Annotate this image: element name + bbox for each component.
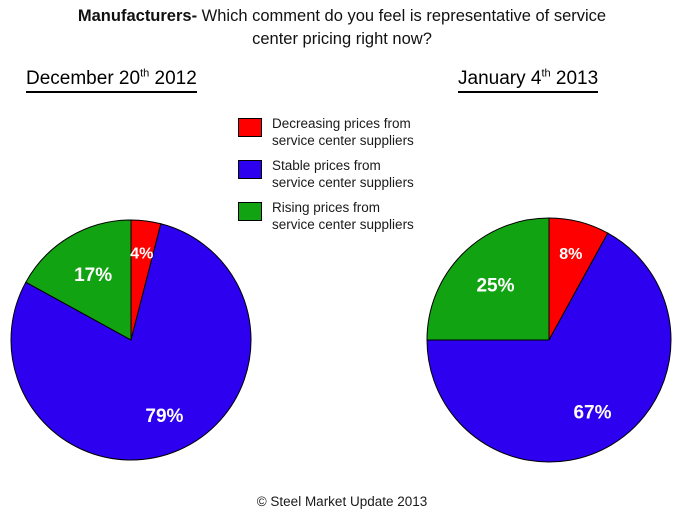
page-title-lead: Manufacturers-	[77, 7, 198, 25]
heading-month-left: December 20	[26, 68, 141, 89]
pie-slice-label: 4%	[130, 246, 153, 263]
pie-chart-january-svg: 8% 67% 25%	[426, 217, 672, 463]
heading-year-left: 2012	[149, 68, 197, 89]
legend: Decreasing prices from service center su…	[238, 116, 448, 242]
pie-chart-january: 8% 67% 25%	[425, 216, 673, 464]
pie-slice-label: 79%	[145, 406, 183, 427]
pie-labels-december: 4% 79% 17%	[74, 246, 183, 428]
legend-swatch-stable-icon	[238, 160, 262, 179]
copyright-footer: © Steel Market Update 2013	[256, 494, 428, 509]
legend-label-rising: Rising prices from service center suppli…	[272, 200, 414, 233]
panel-heading-january: January 4th 2013	[458, 67, 599, 93]
panel-heading-december: December 20th 2012	[26, 68, 197, 93]
legend-swatch-decreasing-icon	[238, 118, 262, 137]
heading-month-right: January 4	[458, 68, 542, 89]
pie-slice-label: 8%	[559, 246, 582, 263]
pie-slice	[426, 232, 672, 463]
legend-item-stable: Stable prices from service center suppli…	[238, 158, 448, 191]
heading-ordinal-left: th	[140, 67, 150, 80]
legend-item-decreasing: Decreasing prices from service center su…	[238, 116, 448, 149]
pie-labels-january: 8% 67% 25%	[476, 246, 611, 423]
legend-label-rising-line1: Rising prices from	[272, 200, 381, 215]
legend-label-decreasing: Decreasing prices from service center su…	[272, 116, 414, 149]
legend-label-stable-line1: Stable prices from	[272, 158, 381, 173]
pie-slice-label: 17%	[74, 265, 112, 286]
page-title-rest: Which comment do you feel is representat…	[197, 7, 607, 48]
legend-label-rising-line2: service center suppliers	[272, 216, 414, 232]
pie-slice-label: 67%	[573, 403, 611, 424]
page-title: Manufacturers- Which comment do you feel…	[60, 5, 624, 51]
legend-swatch-rising-icon	[238, 202, 262, 221]
pie-chart-december: 4% 79% 17%	[9, 218, 253, 462]
pie-slice	[25, 219, 132, 341]
legend-item-rising: Rising prices from service center suppli…	[238, 200, 448, 233]
pie-slice	[10, 223, 252, 461]
pie-slices-january	[426, 217, 672, 463]
legend-label-stable: Stable prices from service center suppli…	[272, 158, 414, 191]
legend-label-decreasing-line1: Decreasing prices from	[272, 116, 411, 131]
heading-ordinal-right: th	[541, 67, 551, 80]
legend-label-decreasing-line2: service center suppliers	[272, 132, 414, 148]
pie-chart-december-svg: 4% 79% 17%	[10, 219, 252, 461]
pie-slice	[426, 217, 550, 341]
heading-year-right: 2013	[550, 68, 599, 89]
pie-slices-december	[10, 219, 252, 461]
legend-label-stable-line2: service center suppliers	[272, 174, 414, 190]
pie-slice-label: 25%	[476, 276, 514, 297]
